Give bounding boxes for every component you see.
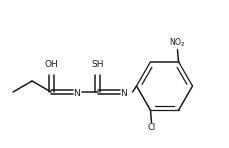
Text: NO$_2$: NO$_2$ [169, 36, 186, 49]
Text: OH: OH [44, 60, 58, 69]
Text: N: N [74, 89, 80, 98]
Text: SH: SH [91, 60, 104, 69]
Text: Cl: Cl [147, 123, 156, 132]
Text: N: N [120, 89, 127, 98]
